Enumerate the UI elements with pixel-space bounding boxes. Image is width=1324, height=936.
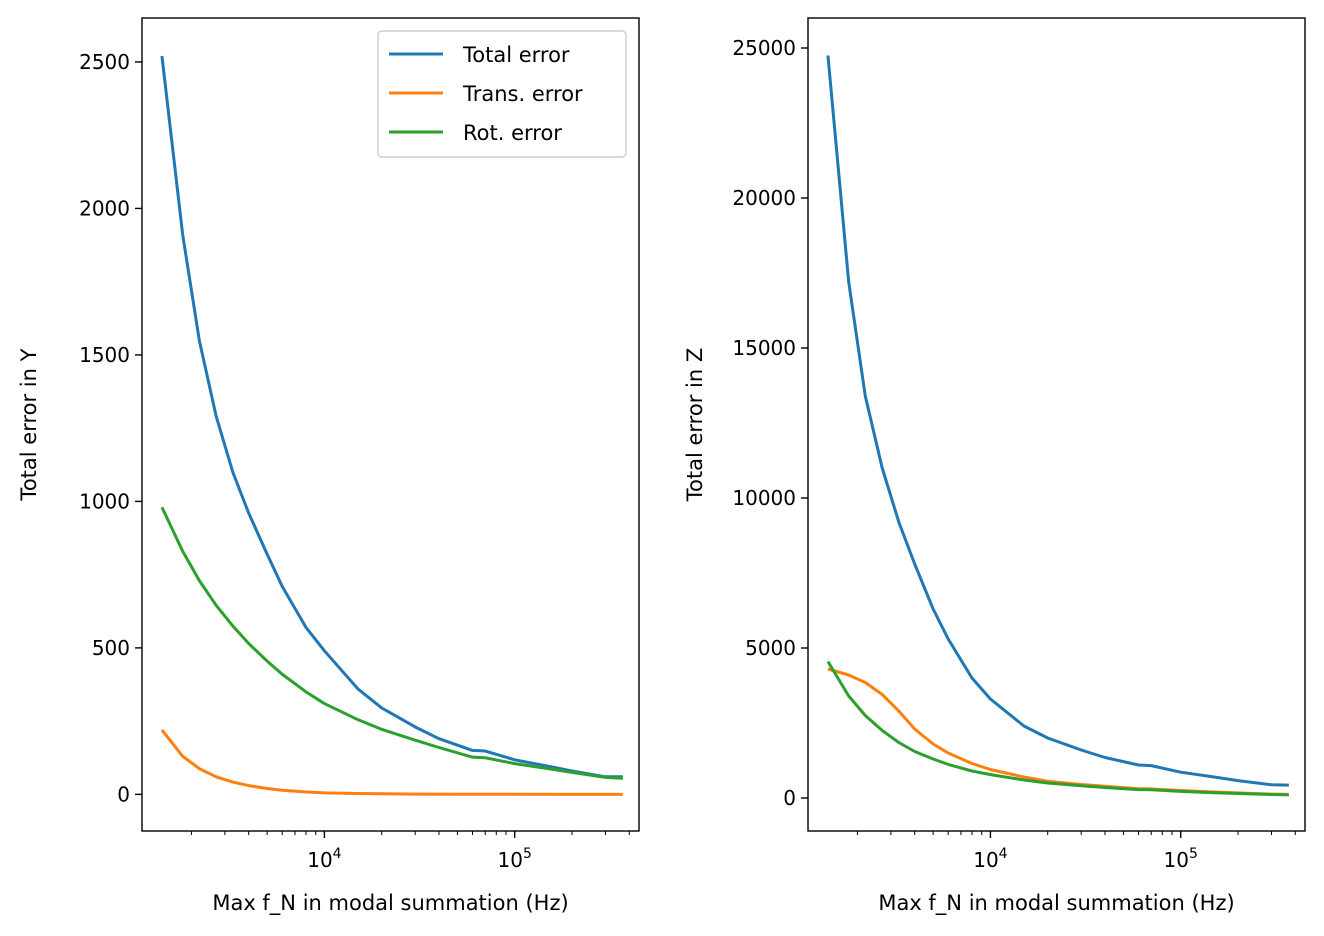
series-line-total-error <box>160 55 623 779</box>
series-line-trans-error <box>160 728 623 796</box>
x-axis-label: Max f_N in modal summation (Hz) <box>212 891 568 916</box>
x-tick-label: 104 <box>973 846 1007 872</box>
series-line-trans-error <box>827 667 1289 796</box>
series-line-total-error <box>826 55 1289 787</box>
x-tick-label: 105 <box>1164 846 1198 872</box>
x-tick-label: 104 <box>307 846 341 872</box>
legend-label: Total error <box>462 43 570 67</box>
legend: Total error Trans. error Rot. error <box>377 30 627 158</box>
y-tick-label: 2000 <box>79 196 130 220</box>
y-tick-label: 15000 <box>732 336 796 360</box>
legend-label: Rot. error <box>463 121 562 145</box>
y-axis-label: Total error in Y <box>17 348 41 501</box>
plot-frame <box>141 17 640 832</box>
y-tick-label: 500 <box>92 636 130 660</box>
chart-panel-1: 104 105 0 500 1000 1500 2000 2500 Max f_N in mod… <box>17 17 640 916</box>
x-tick-label: 105 <box>498 846 532 872</box>
y-tick-label: 20000 <box>732 186 796 210</box>
legend-box <box>377 30 627 158</box>
x-axis-label: Max f_N in modal summation (Hz) <box>878 891 1234 916</box>
series-line-rot-error <box>826 660 1289 797</box>
y-tick-label: 5000 <box>745 636 796 660</box>
series-line-rot-error <box>160 506 623 780</box>
y-tick-label: 0 <box>117 782 130 806</box>
y-tick-label: 25000 <box>732 36 796 60</box>
y-tick-label: 10000 <box>732 486 796 510</box>
legend-label: Trans. error <box>462 82 583 106</box>
y-tick-label: 2500 <box>79 50 130 74</box>
y-tick-label: 0 <box>783 786 796 810</box>
y-axis-label: Total error in Z <box>683 348 707 502</box>
plot-frame <box>807 17 1306 832</box>
y-tick-label: 1500 <box>79 343 130 367</box>
y-tick-label: 1000 <box>79 489 130 513</box>
chart-panel-2: 104 105 0 5000 10000 15000 20000 25000 Max f_N i… <box>683 17 1306 916</box>
